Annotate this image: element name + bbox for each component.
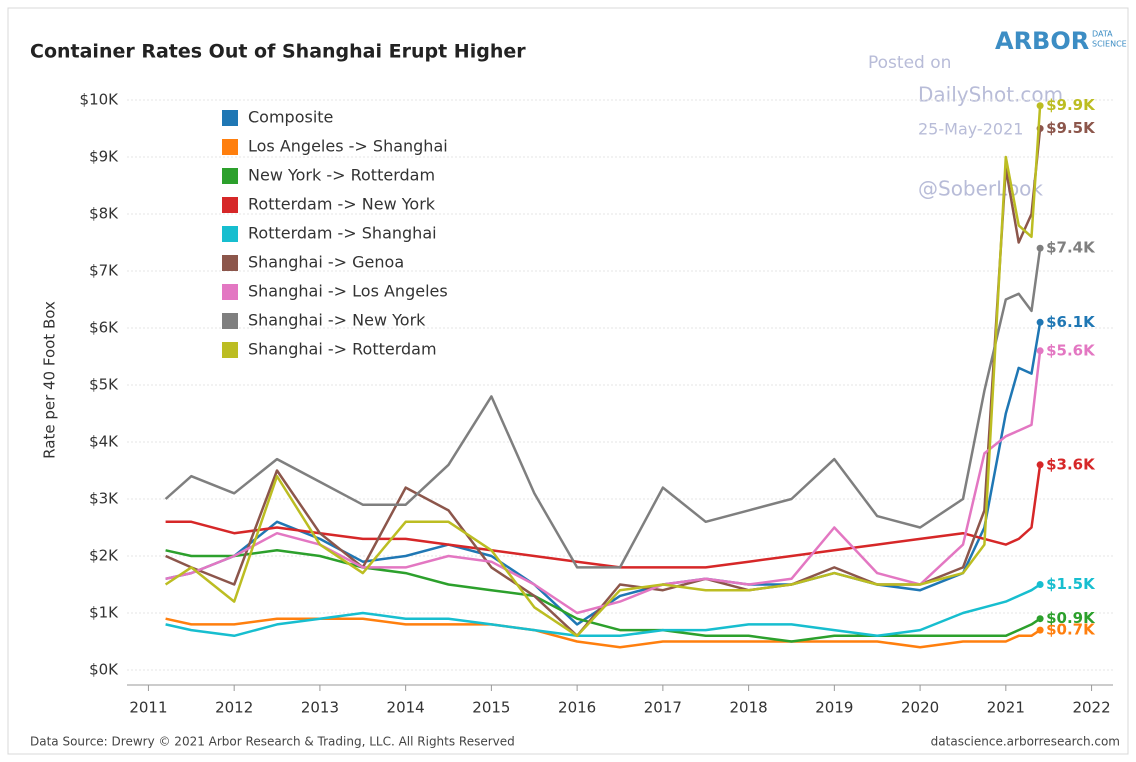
end-dot xyxy=(1036,347,1044,355)
data-label: $9.5K xyxy=(1046,119,1096,137)
end-dot xyxy=(1036,318,1044,326)
x-tick-label: 2013 xyxy=(301,699,339,717)
watermark: @SoberLook xyxy=(918,177,1043,201)
legend-label: Shanghai -> Los Angeles xyxy=(248,282,448,301)
series-line xyxy=(165,583,1041,638)
logo: ARBOR xyxy=(995,27,1089,55)
legend-swatch xyxy=(222,197,238,213)
y-tick-label: $8K xyxy=(89,205,119,223)
logo-sub: DATA xyxy=(1092,30,1113,39)
legend-label: Shanghai -> Rotterdam xyxy=(248,340,437,359)
legend-label: Rotterdam -> New York xyxy=(248,195,436,214)
y-tick-label: $1K xyxy=(89,604,119,622)
y-tick-label: $0K xyxy=(89,661,119,679)
legend-swatch xyxy=(222,226,238,242)
legend-swatch xyxy=(222,342,238,358)
data-label: $9.9K xyxy=(1046,96,1096,114)
y-tick-label: $9K xyxy=(89,148,119,166)
data-label: $1.5K xyxy=(1046,575,1096,593)
legend-swatch xyxy=(222,168,238,184)
y-tick-label: $2K xyxy=(89,547,119,565)
chart-title: Container Rates Out of Shanghai Erupt Hi… xyxy=(30,41,526,63)
y-tick-label: $6K xyxy=(89,319,119,337)
legend-label: Shanghai -> Genoa xyxy=(248,253,404,272)
x-tick-label: 2017 xyxy=(644,699,682,717)
logo-sub: SCIENCE xyxy=(1092,40,1127,49)
x-tick-label: 2015 xyxy=(472,699,510,717)
legend-label: Rotterdam -> Shanghai xyxy=(248,224,437,243)
y-tick-label: $10K xyxy=(80,91,120,109)
x-tick-label: 2020 xyxy=(901,699,939,717)
end-dot xyxy=(1036,626,1044,634)
legend-swatch xyxy=(222,255,238,271)
data-label: $3.6K xyxy=(1046,455,1096,473)
end-dot xyxy=(1036,615,1044,623)
end-dot xyxy=(1036,102,1044,110)
site: datascience.arborresearch.com xyxy=(931,735,1120,749)
legend-label: Los Angeles -> Shanghai xyxy=(248,137,448,156)
data-label: $6.1K xyxy=(1046,313,1096,331)
end-dot xyxy=(1036,244,1044,252)
series-line xyxy=(164,248,1042,569)
x-tick-label: 2016 xyxy=(558,699,596,717)
watermark: 25-May-2021 xyxy=(918,120,1023,139)
legend-swatch xyxy=(222,110,238,126)
y-tick-label: $3K xyxy=(89,490,119,508)
y-tick-label: $7K xyxy=(89,262,119,280)
x-tick-label: 2012 xyxy=(215,699,253,717)
data-label: $0.7K xyxy=(1046,621,1096,639)
legend-label: Shanghai -> New York xyxy=(248,311,426,330)
x-tick-label: 2022 xyxy=(1072,699,1110,717)
y-tick-label: $4K xyxy=(89,433,119,451)
data-label: $7.4K xyxy=(1046,239,1096,257)
legend-label: New York -> Rotterdam xyxy=(248,166,435,185)
end-dot xyxy=(1036,581,1044,588)
y-tick-label: $5K xyxy=(89,376,119,394)
data-label: $5.6K xyxy=(1046,341,1096,359)
series-line xyxy=(165,128,1042,638)
x-tick-label: 2019 xyxy=(815,699,853,717)
series-line xyxy=(164,105,1042,638)
legend-swatch xyxy=(222,313,238,329)
x-tick-label: 2011 xyxy=(129,699,167,717)
plot: $0K $1K $2K $3K $4K $5K $6K $7K $8K $9K $10K 2011 20… xyxy=(80,91,1113,717)
source: Data Source: Drewry © 2021 Arbor Researc… xyxy=(30,735,515,749)
x-tick-label: 2018 xyxy=(730,699,768,717)
x-tick-label: 2014 xyxy=(387,699,425,717)
legend-swatch xyxy=(222,139,238,155)
y-axis-label: Rate per 40 Foot Box xyxy=(41,301,59,459)
legend-label: Composite xyxy=(248,108,333,127)
data-label: $0.9K xyxy=(1046,609,1096,627)
watermark: Posted on xyxy=(868,53,951,73)
end-dot xyxy=(1036,461,1044,469)
legend-swatch xyxy=(222,284,238,300)
x-tick-label: 2021 xyxy=(987,699,1025,717)
